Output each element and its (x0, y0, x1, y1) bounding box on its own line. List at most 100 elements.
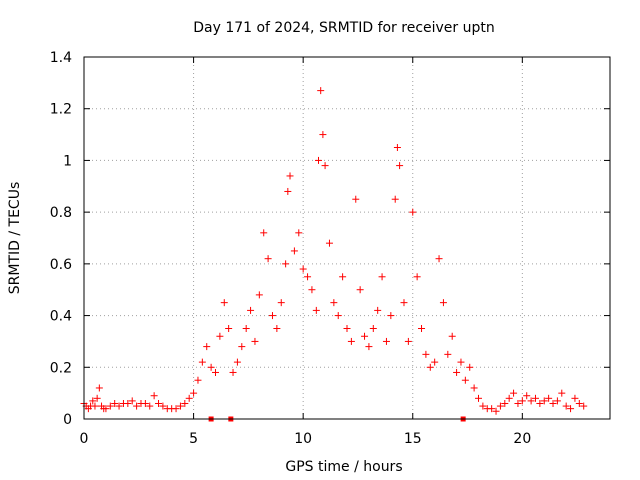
y-tick-label: 1.4 (50, 50, 72, 66)
data-point (352, 195, 360, 203)
data-point (242, 325, 250, 332)
data-point (404, 337, 412, 345)
data-point (514, 399, 522, 407)
data-point (400, 299, 408, 307)
data-point (575, 399, 583, 407)
data-point (150, 392, 158, 400)
data-point (457, 358, 465, 366)
y-tick-label: 0.8 (50, 205, 72, 221)
data-point (439, 299, 447, 307)
data-point (251, 337, 259, 345)
grid-lines (84, 57, 610, 419)
data-point (317, 87, 325, 95)
data-point (580, 402, 588, 410)
data-point (435, 255, 443, 263)
data-point (290, 247, 298, 255)
data-point (255, 291, 263, 299)
data-point (540, 397, 548, 405)
data-point (91, 402, 99, 410)
data-point (233, 358, 241, 366)
data-point (225, 325, 233, 332)
data-point (488, 405, 496, 413)
data-point (181, 399, 189, 407)
data-point (220, 299, 228, 307)
data-point (374, 306, 382, 314)
data-point (260, 229, 268, 237)
data-point (339, 273, 347, 281)
data-point (299, 265, 307, 273)
x-tick-label: 20 (513, 431, 531, 447)
data-point (128, 397, 136, 405)
data-point (286, 172, 294, 180)
data-point (330, 299, 338, 307)
data-point (505, 394, 513, 402)
y-tick-label: 1 (63, 153, 72, 169)
y-axis-label: SRMTID / TECUs (7, 182, 23, 295)
data-point (124, 399, 132, 407)
data-point (453, 368, 461, 376)
data-point (238, 343, 246, 351)
data-point (382, 337, 390, 345)
data-point (562, 402, 570, 410)
data-point (334, 312, 342, 320)
data-point (545, 394, 553, 402)
data-point (273, 325, 281, 332)
data-point (418, 325, 426, 332)
data-point (431, 358, 439, 366)
data-point (448, 332, 456, 340)
data-point (304, 273, 312, 281)
data-point (496, 402, 504, 410)
data-point (413, 273, 421, 281)
y-tick-label: 0.6 (50, 257, 72, 273)
plot-frame (83, 56, 611, 420)
x-tick-label: 5 (189, 431, 198, 447)
data-point (369, 325, 377, 332)
data-point (571, 394, 579, 402)
data-point (185, 394, 193, 402)
data-point (315, 156, 323, 164)
data-series (80, 87, 588, 415)
data-point (308, 286, 316, 294)
x-tick-label: 0 (80, 431, 89, 447)
data-point (409, 208, 417, 216)
data-point (422, 350, 430, 358)
data-point (523, 392, 531, 400)
data-point (479, 402, 487, 410)
data-point (492, 407, 500, 415)
data-point (106, 402, 114, 410)
x-tick-label: 10 (294, 431, 312, 447)
data-point (312, 306, 320, 314)
data-point (295, 229, 303, 237)
data-point (553, 397, 561, 405)
data-point (347, 337, 355, 345)
data-point (216, 332, 224, 340)
data-point (207, 363, 215, 371)
data-point (531, 394, 539, 402)
data-point (198, 358, 206, 366)
data-point (194, 376, 202, 384)
data-point (501, 399, 509, 407)
y-tick-label: 1.2 (50, 102, 72, 118)
data-point (567, 405, 575, 413)
data-point (518, 397, 526, 405)
data-point (264, 255, 272, 263)
data-point (549, 399, 557, 407)
x-tick-label: 15 (404, 431, 422, 447)
data-point (203, 343, 211, 351)
data-point (141, 399, 149, 407)
data-point (212, 368, 219, 376)
data-point (247, 306, 255, 314)
data-point (115, 402, 123, 410)
tick-labels: 0 0.2 0.4 0.6 0.8 1 1.2 1.4 0 5 10 15 20 (50, 50, 532, 447)
data-point (229, 368, 237, 376)
data-point (176, 402, 184, 410)
data-point (426, 363, 434, 371)
data-point (102, 405, 110, 413)
data-point (325, 239, 333, 247)
data-point (365, 343, 373, 351)
data-point (172, 405, 180, 413)
data-point (89, 397, 97, 405)
data-point (378, 273, 386, 281)
data-point (268, 312, 276, 320)
